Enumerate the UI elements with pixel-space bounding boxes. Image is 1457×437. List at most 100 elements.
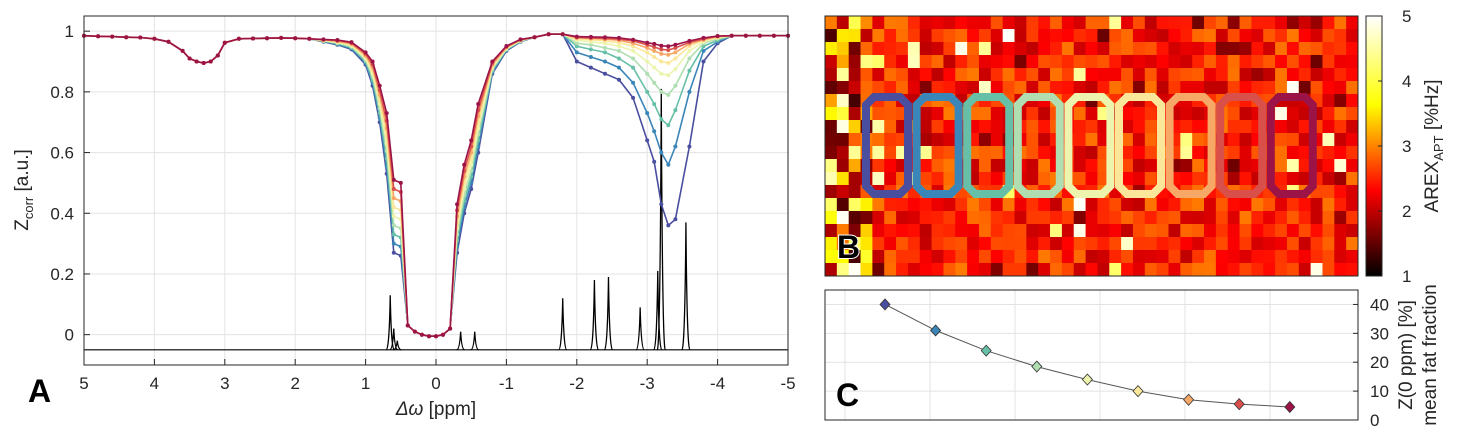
heatmap-cell — [1026, 107, 1039, 121]
heatmap-cell — [1121, 107, 1134, 121]
heatmap-cell — [1286, 68, 1300, 82]
heatmap-cell — [1298, 237, 1312, 251]
panel-label-c: C — [836, 377, 859, 413]
series-point — [666, 52, 671, 57]
series-point — [652, 55, 657, 59]
fat-fraction-marker — [1233, 398, 1245, 411]
heatmap-cell — [1215, 250, 1229, 264]
heatmap-cell — [1227, 81, 1240, 95]
heatmap-cell — [872, 237, 885, 251]
heatmap-cell — [1073, 16, 1086, 30]
heatmap-cell — [1026, 29, 1039, 43]
heatmap-cell — [1239, 81, 1252, 95]
heatmap-cell — [1263, 224, 1276, 238]
heatmap-cell — [1002, 263, 1015, 277]
heatmap-cell — [896, 224, 909, 238]
heatmap-cell — [1239, 211, 1252, 225]
heatmap-cell — [931, 16, 944, 30]
heatmap-cell — [1038, 198, 1051, 212]
series-point — [659, 117, 664, 122]
heatmap-cell — [931, 42, 944, 56]
heatmap-cell — [1310, 29, 1323, 43]
series-point — [652, 48, 657, 53]
heatmap-cell — [848, 250, 861, 264]
heatmap-cell — [1050, 198, 1063, 212]
heatmap-cell — [1156, 42, 1169, 56]
series-point — [363, 50, 368, 55]
heatmap-cell — [1275, 159, 1288, 173]
heatmap-cell — [978, 146, 992, 160]
heatmap-cell — [955, 55, 968, 69]
heatmap-cell — [967, 68, 980, 82]
reference-peak — [393, 340, 402, 351]
x-tick-label: 3 — [220, 374, 229, 393]
heatmap-cell — [978, 29, 992, 43]
heatmap-cell — [1204, 42, 1217, 56]
heatmap-cell — [1227, 133, 1240, 147]
fat-fraction-marker — [879, 298, 891, 311]
heatmap-cell — [955, 250, 968, 264]
heatmap-cell — [1215, 16, 1229, 30]
heatmap-cell — [1227, 263, 1240, 277]
heatmap-cell — [1192, 42, 1205, 56]
heatmap-cell — [1180, 68, 1193, 82]
heatmap-cell — [1002, 42, 1015, 56]
fat-fraction-marker — [930, 324, 942, 337]
heatmap-cell — [943, 250, 956, 264]
heatmap-cell — [1109, 68, 1122, 82]
heatmap-cell — [836, 237, 850, 251]
roi-outline — [862, 93, 912, 198]
heatmap-cell — [1334, 55, 1347, 69]
heatmap-cell — [931, 224, 944, 238]
heatmap-cell — [1239, 68, 1252, 82]
heatmap-cell — [1180, 211, 1193, 225]
heatmap-cell — [978, 55, 992, 69]
heatmap-cell — [990, 107, 1004, 121]
reference-peak — [656, 88, 666, 351]
heatmap-cell — [1073, 42, 1086, 56]
heatmap-cell — [978, 224, 992, 238]
heatmap-cell — [990, 263, 1004, 277]
heatmap-cell — [1144, 81, 1158, 95]
heatmap-cell — [1073, 198, 1086, 212]
series-point — [687, 48, 692, 53]
heatmap-cell — [1132, 81, 1146, 95]
heatmap-cell — [1144, 55, 1158, 69]
heatmap-cell — [1310, 42, 1323, 56]
heatmap-cell — [1156, 263, 1169, 277]
heatmap-cell — [1121, 224, 1134, 238]
roi-outline — [1266, 93, 1317, 198]
heatmap-cell — [1026, 159, 1039, 173]
roi-outline — [1115, 93, 1165, 198]
heatmap-cell — [1204, 250, 1217, 264]
heatmap-cell — [1061, 250, 1075, 264]
heatmap-cell — [1215, 55, 1229, 69]
heatmap-cell — [1121, 133, 1134, 147]
series-point — [490, 59, 495, 64]
heatmap-cell — [990, 224, 1004, 238]
series-point — [434, 334, 438, 339]
heatmap-cell — [884, 16, 897, 30]
heatmap-cell — [919, 159, 932, 173]
heatmap-cell — [1038, 81, 1051, 95]
axes-box-c — [824, 289, 1359, 421]
heatmap-cell — [860, 224, 873, 238]
heatmap-cell — [836, 94, 850, 108]
heatmap-cell — [919, 68, 932, 82]
heatmap-cell — [931, 159, 944, 173]
heatmap-cell — [848, 146, 861, 160]
series-point — [293, 36, 298, 41]
heatmap-cell — [1073, 133, 1086, 147]
heatmap-cell — [1310, 237, 1323, 251]
series-point — [659, 202, 664, 207]
heatmap-cell — [1239, 250, 1252, 264]
reference-peak — [558, 298, 568, 351]
heatmap-cell — [955, 211, 968, 225]
heatmap-cell — [860, 81, 873, 95]
heatmap-cell — [825, 146, 838, 160]
heatmap-cell — [1239, 263, 1252, 277]
heatmap-cell — [943, 16, 956, 30]
fat-fraction-marker — [1031, 360, 1043, 373]
series-point — [215, 53, 220, 58]
heatmap-cell — [1322, 146, 1335, 160]
